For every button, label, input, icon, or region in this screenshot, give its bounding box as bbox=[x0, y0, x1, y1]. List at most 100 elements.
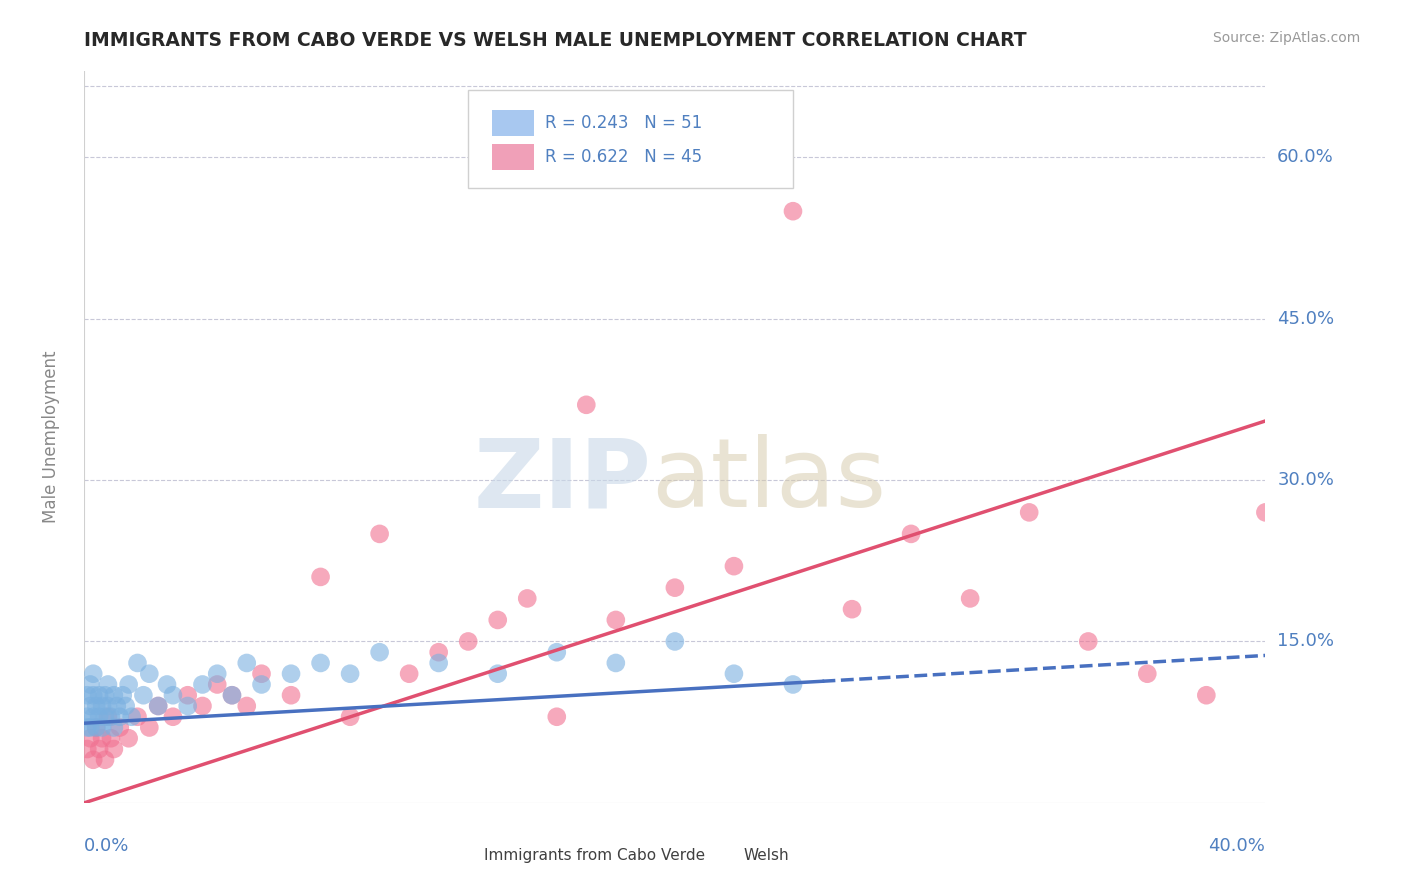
Point bbox=[82, 710, 104, 724]
Text: ZIP: ZIP bbox=[474, 434, 651, 527]
Text: R = 0.243   N = 51: R = 0.243 N = 51 bbox=[546, 114, 702, 132]
Text: atlas: atlas bbox=[651, 434, 886, 527]
Point bbox=[191, 677, 214, 691]
Point bbox=[138, 666, 160, 681]
Point bbox=[156, 677, 179, 691]
Point bbox=[605, 656, 627, 670]
Point bbox=[1018, 505, 1040, 519]
Point bbox=[82, 688, 104, 702]
Point bbox=[162, 710, 184, 724]
Point bbox=[76, 710, 98, 724]
FancyBboxPatch shape bbox=[492, 144, 534, 170]
Point bbox=[94, 688, 117, 702]
Point bbox=[1195, 688, 1218, 702]
Point bbox=[91, 731, 114, 746]
Point bbox=[84, 721, 107, 735]
Point bbox=[94, 710, 117, 724]
Point bbox=[427, 656, 450, 670]
Point bbox=[368, 645, 391, 659]
Point bbox=[221, 688, 243, 702]
Point bbox=[84, 698, 107, 713]
Point bbox=[76, 721, 98, 735]
Point bbox=[900, 527, 922, 541]
Point bbox=[236, 698, 259, 713]
Point bbox=[221, 688, 243, 702]
Point bbox=[339, 710, 361, 724]
Point bbox=[486, 613, 509, 627]
Point bbox=[105, 698, 128, 713]
Point bbox=[546, 710, 568, 724]
Point bbox=[162, 688, 184, 702]
FancyBboxPatch shape bbox=[449, 846, 479, 865]
Point bbox=[76, 742, 98, 756]
Point bbox=[82, 753, 104, 767]
Point bbox=[959, 591, 981, 606]
Point bbox=[91, 721, 114, 735]
Point bbox=[94, 753, 117, 767]
Point bbox=[368, 527, 391, 541]
Point bbox=[84, 721, 107, 735]
Text: Welsh: Welsh bbox=[744, 848, 789, 863]
Point bbox=[103, 688, 125, 702]
Point bbox=[516, 591, 538, 606]
Point bbox=[108, 721, 131, 735]
Point bbox=[457, 634, 479, 648]
Point bbox=[127, 656, 149, 670]
Point bbox=[1077, 634, 1099, 648]
Point bbox=[148, 698, 170, 713]
Text: R = 0.622   N = 45: R = 0.622 N = 45 bbox=[546, 148, 702, 166]
Point bbox=[207, 677, 229, 691]
Point bbox=[76, 688, 98, 702]
Point bbox=[100, 731, 122, 746]
Point bbox=[664, 634, 686, 648]
Point bbox=[97, 677, 120, 691]
Point bbox=[250, 666, 273, 681]
Text: Male Unemployment: Male Unemployment bbox=[42, 351, 60, 524]
Point bbox=[148, 698, 170, 713]
Point bbox=[1254, 505, 1277, 519]
Point bbox=[100, 710, 122, 724]
Point bbox=[280, 666, 302, 681]
Point bbox=[1136, 666, 1159, 681]
Point bbox=[486, 666, 509, 681]
Point bbox=[87, 710, 111, 724]
Point bbox=[97, 698, 120, 713]
Point bbox=[207, 666, 229, 681]
Point bbox=[79, 731, 101, 746]
Point bbox=[127, 710, 149, 724]
Text: 45.0%: 45.0% bbox=[1277, 310, 1334, 327]
Point bbox=[79, 698, 101, 713]
Point bbox=[250, 677, 273, 691]
Point bbox=[177, 698, 200, 713]
Point bbox=[87, 688, 111, 702]
Point bbox=[103, 721, 125, 735]
Text: Immigrants from Cabo Verde: Immigrants from Cabo Verde bbox=[484, 848, 704, 863]
Text: Source: ZipAtlas.com: Source: ZipAtlas.com bbox=[1212, 31, 1360, 45]
Point bbox=[782, 204, 804, 219]
Point bbox=[280, 688, 302, 702]
Point bbox=[114, 698, 136, 713]
Point bbox=[309, 570, 332, 584]
Point bbox=[339, 666, 361, 681]
Text: 40.0%: 40.0% bbox=[1209, 838, 1265, 855]
Point bbox=[87, 742, 111, 756]
Point bbox=[309, 656, 332, 670]
Point bbox=[427, 645, 450, 659]
Text: 60.0%: 60.0% bbox=[1277, 148, 1334, 167]
Point bbox=[398, 666, 420, 681]
Point bbox=[605, 613, 627, 627]
Point bbox=[118, 677, 141, 691]
Point bbox=[191, 698, 214, 713]
Text: 15.0%: 15.0% bbox=[1277, 632, 1334, 650]
Point bbox=[111, 688, 134, 702]
Point bbox=[723, 559, 745, 574]
Point bbox=[103, 742, 125, 756]
Text: 30.0%: 30.0% bbox=[1277, 471, 1334, 489]
Point bbox=[177, 688, 200, 702]
Point bbox=[121, 710, 143, 724]
Point bbox=[236, 656, 259, 670]
Point bbox=[118, 731, 141, 746]
FancyBboxPatch shape bbox=[468, 90, 793, 188]
Point bbox=[138, 721, 160, 735]
FancyBboxPatch shape bbox=[492, 110, 534, 136]
